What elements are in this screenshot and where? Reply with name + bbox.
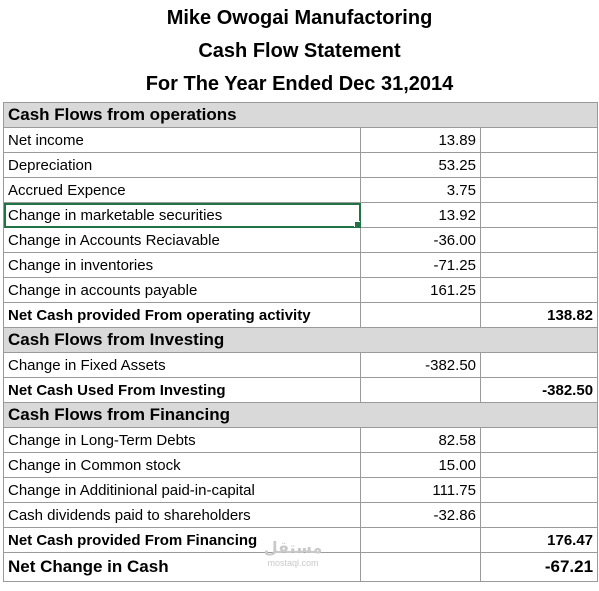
fill-handle[interactable] bbox=[354, 221, 360, 227]
cell-total[interactable] bbox=[479, 352, 599, 378]
section-header-operations: Cash Flows from operations bbox=[2, 102, 599, 128]
cell-amount[interactable]: -71.25 bbox=[360, 252, 481, 278]
total-row-financing: Net Cash provided From Financing 176.47 bbox=[3, 527, 599, 553]
company-name: Mike Owogai Manufactoring bbox=[166, 7, 433, 29]
cell-label[interactable]: Accrued Expence bbox=[3, 177, 361, 203]
selected-cell[interactable]: Change in marketable securities bbox=[3, 202, 361, 228]
cell-label[interactable]: Change in accounts payable bbox=[3, 277, 361, 303]
cell-amount[interactable] bbox=[360, 552, 481, 582]
cell-total[interactable] bbox=[479, 277, 599, 303]
cell-label[interactable]: Net income bbox=[3, 127, 361, 153]
table-row: Change in inventories -71.25 bbox=[3, 252, 599, 278]
cell-label[interactable]: Change in Fixed Assets bbox=[3, 352, 361, 378]
net-change-label[interactable]: Net Change in Cash bbox=[3, 552, 361, 582]
cell-label[interactable]: Cash dividends paid to shareholders bbox=[3, 502, 361, 528]
cell-total[interactable] bbox=[479, 452, 599, 478]
cell-total[interactable] bbox=[479, 427, 599, 453]
cell-total[interactable] bbox=[479, 202, 599, 228]
total-value[interactable]: 138.82 bbox=[479, 302, 599, 328]
cell[interactable]: Cash Flows from operations bbox=[2, 102, 599, 128]
cell-amount[interactable]: 3.75 bbox=[360, 177, 481, 203]
cell-total[interactable] bbox=[479, 502, 599, 528]
cell[interactable]: Cash Flows from Investing bbox=[2, 327, 599, 353]
cell-amount[interactable] bbox=[360, 377, 481, 403]
cell-amount[interactable]: 13.92 bbox=[360, 202, 481, 228]
table-row: Cash dividends paid to shareholders -32.… bbox=[3, 502, 599, 528]
table-row: Depreciation 53.25 bbox=[3, 152, 599, 178]
cell-label[interactable]: Change in Common stock bbox=[3, 452, 361, 478]
cell-amount[interactable]: -32.86 bbox=[360, 502, 481, 528]
total-value[interactable]: -382.50 bbox=[479, 377, 599, 403]
cell-label: Change in marketable securities bbox=[8, 206, 223, 224]
total-value[interactable]: 176.47 bbox=[479, 527, 599, 553]
cell-total[interactable] bbox=[479, 127, 599, 153]
net-change-row: Net Change in Cash -67.21 bbox=[3, 552, 599, 582]
cell-amount[interactable] bbox=[360, 302, 481, 328]
table-row: Net income 13.89 bbox=[3, 127, 599, 153]
table-row: Change in marketable securities 13.92 bbox=[3, 202, 599, 228]
cell-amount[interactable]: 111.75 bbox=[360, 477, 481, 503]
cell-label[interactable]: Change in Additinional paid-in-capital bbox=[3, 477, 361, 503]
cash-flow-table: Cash Flows from operations Net income 13… bbox=[2, 102, 599, 582]
statement-period: For The Year Ended Dec 31,2014 bbox=[145, 73, 454, 95]
net-change-value[interactable]: -67.21 bbox=[479, 552, 599, 582]
table-row: Change in Fixed Assets -382.50 bbox=[3, 352, 599, 378]
cell-label[interactable]: Change in Long-Term Debts bbox=[3, 427, 361, 453]
statement-title-block: Mike Owogai Manufactoring Cash Flow Stat… bbox=[0, 2, 599, 101]
cell-total[interactable] bbox=[479, 477, 599, 503]
total-label[interactable]: Net Cash provided From Financing bbox=[3, 527, 361, 553]
cell-amount[interactable]: 13.89 bbox=[360, 127, 481, 153]
cell-amount[interactable]: -382.50 bbox=[360, 352, 481, 378]
cell-total[interactable] bbox=[479, 152, 599, 178]
table-row: Change in Long-Term Debts 82.58 bbox=[3, 427, 599, 453]
table-row: Change in accounts payable 161.25 bbox=[3, 277, 599, 303]
total-row-investing: Net Cash Used From Investing -382.50 bbox=[3, 377, 599, 403]
total-row-operations: Net Cash provided From operating activit… bbox=[3, 302, 599, 328]
cell-amount[interactable]: 82.58 bbox=[360, 427, 481, 453]
cell-total[interactable] bbox=[479, 252, 599, 278]
section-header-financing: Cash Flows from Financing bbox=[2, 402, 599, 428]
table-row: Change in Additinional paid-in-capital 1… bbox=[3, 477, 599, 503]
section-header-investing: Cash Flows from Investing bbox=[2, 327, 599, 353]
cell-label[interactable]: Change in inventories bbox=[3, 252, 361, 278]
table-row: Change in Common stock 15.00 bbox=[3, 452, 599, 478]
cell-total[interactable] bbox=[479, 177, 599, 203]
total-label[interactable]: Net Cash Used From Investing bbox=[3, 377, 361, 403]
cell-label[interactable]: Depreciation bbox=[3, 152, 361, 178]
cell-label[interactable]: Change in Accounts Reciavable bbox=[3, 227, 361, 253]
statement-name: Cash Flow Statement bbox=[198, 40, 401, 62]
cell-amount[interactable]: 15.00 bbox=[360, 452, 481, 478]
cell-total[interactable] bbox=[479, 227, 599, 253]
cell-amount[interactable]: -36.00 bbox=[360, 227, 481, 253]
total-label[interactable]: Net Cash provided From operating activit… bbox=[3, 302, 361, 328]
table-row: Change in Accounts Reciavable -36.00 bbox=[3, 227, 599, 253]
cell[interactable]: Cash Flows from Financing bbox=[2, 402, 599, 428]
cell-amount[interactable]: 53.25 bbox=[360, 152, 481, 178]
cell-amount[interactable] bbox=[360, 527, 481, 553]
cell-amount[interactable]: 161.25 bbox=[360, 277, 481, 303]
table-row: Accrued Expence 3.75 bbox=[3, 177, 599, 203]
